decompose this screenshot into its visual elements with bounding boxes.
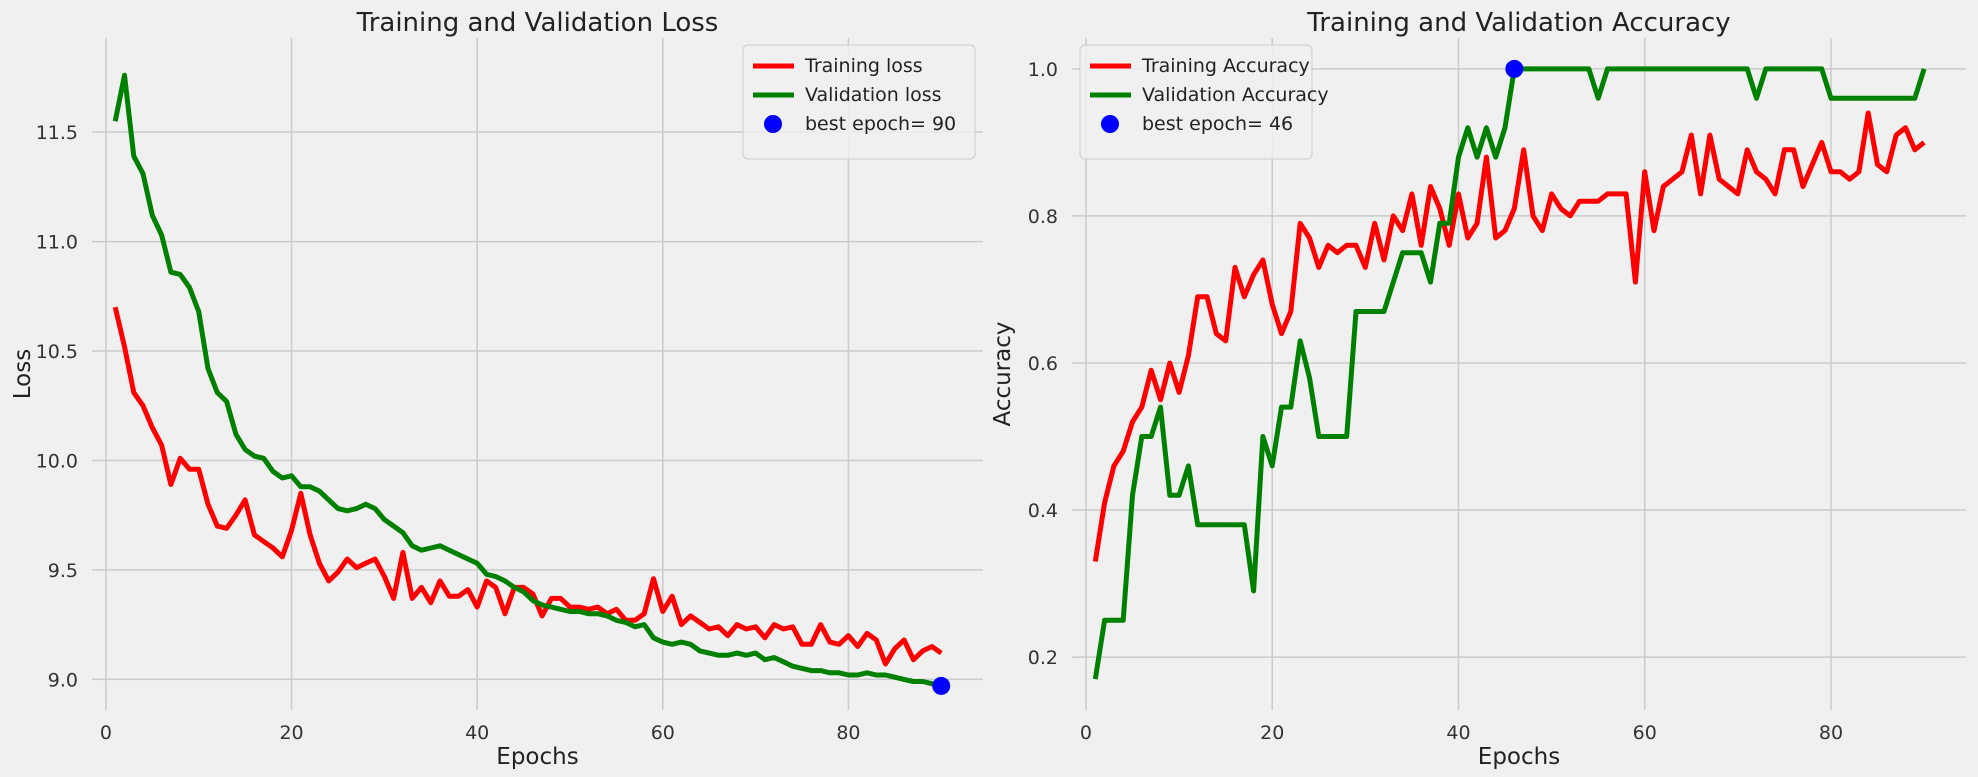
legend-entry: Training Accuracy bbox=[1141, 55, 1310, 77]
x-tick-label: 0 bbox=[100, 722, 112, 744]
x-tick-label: 80 bbox=[836, 722, 860, 744]
y-tick-label: 0.8 bbox=[1028, 206, 1058, 228]
legend-entry: Training loss bbox=[804, 55, 923, 77]
y-tick-label: 9.5 bbox=[48, 560, 78, 582]
legend-entry: Validation loss bbox=[805, 84, 942, 106]
y-axis-label: Loss bbox=[10, 349, 36, 399]
chart-2: 0 20 40 60 80 0.2 0.4 0.6 0.8 1.0 Training and Val… bbox=[990, 8, 1966, 770]
x-tick-label: 20 bbox=[1260, 722, 1284, 744]
y-tick-label: 0.2 bbox=[1028, 647, 1058, 669]
legend-entry: Validation Accuracy bbox=[1142, 84, 1329, 106]
best-epoch-marker bbox=[932, 676, 951, 695]
x-tick-label: 0 bbox=[1080, 722, 1092, 744]
x-tick-label: 80 bbox=[1819, 722, 1843, 744]
legend: Training Accuracy Validation Accuracy best… bbox=[1079, 44, 1329, 160]
y-tick-label: 0.4 bbox=[1028, 500, 1058, 522]
y-tick-label: 0.6 bbox=[1028, 353, 1058, 375]
x-axis-label: Epochs bbox=[496, 744, 578, 770]
x-tick-label: 40 bbox=[1446, 722, 1470, 744]
x-axis-label: Epochs bbox=[1478, 744, 1560, 770]
best-epoch-marker bbox=[1505, 59, 1524, 78]
legend-entry: best epoch= 90 bbox=[805, 113, 956, 135]
y-tick-label: 10.5 bbox=[36, 341, 78, 363]
series-line-2 bbox=[112, 72, 942, 689]
x-tick-label: 60 bbox=[1633, 722, 1657, 744]
chart-title: Training and Validation Loss bbox=[356, 8, 719, 38]
y-axis-label: Accuracy bbox=[990, 321, 1016, 426]
chart-1: 0 20 40 60 80 9.0 9.5 10.0 10.5 11.0 11.5 Training … bbox=[10, 8, 983, 770]
legend-entry: best epoch= 46 bbox=[1142, 113, 1293, 135]
legend-box bbox=[1079, 44, 1313, 160]
x-tick-label: 40 bbox=[465, 722, 489, 744]
y-tick-label: 9.0 bbox=[48, 669, 78, 691]
x-tick-label: 60 bbox=[651, 722, 675, 744]
legend: Training loss Validation loss best epoch= … bbox=[742, 44, 976, 160]
chart-title: Training and Validation Accuracy bbox=[1306, 8, 1730, 38]
series-line-1 bbox=[1092, 110, 1926, 562]
legend-dot-swatch bbox=[1101, 115, 1119, 133]
y-tick-label: 1.0 bbox=[1028, 59, 1058, 81]
y-tick-label: 11.5 bbox=[36, 122, 78, 144]
y-tick-label: 11.0 bbox=[36, 232, 78, 254]
series-line-2 bbox=[1092, 66, 1927, 680]
y-tick-label: 10.0 bbox=[36, 450, 78, 472]
legend-dot-swatch bbox=[764, 115, 782, 133]
legend-box bbox=[742, 44, 976, 160]
x-tick-label: 20 bbox=[279, 722, 303, 744]
series-line-1 bbox=[112, 306, 943, 667]
